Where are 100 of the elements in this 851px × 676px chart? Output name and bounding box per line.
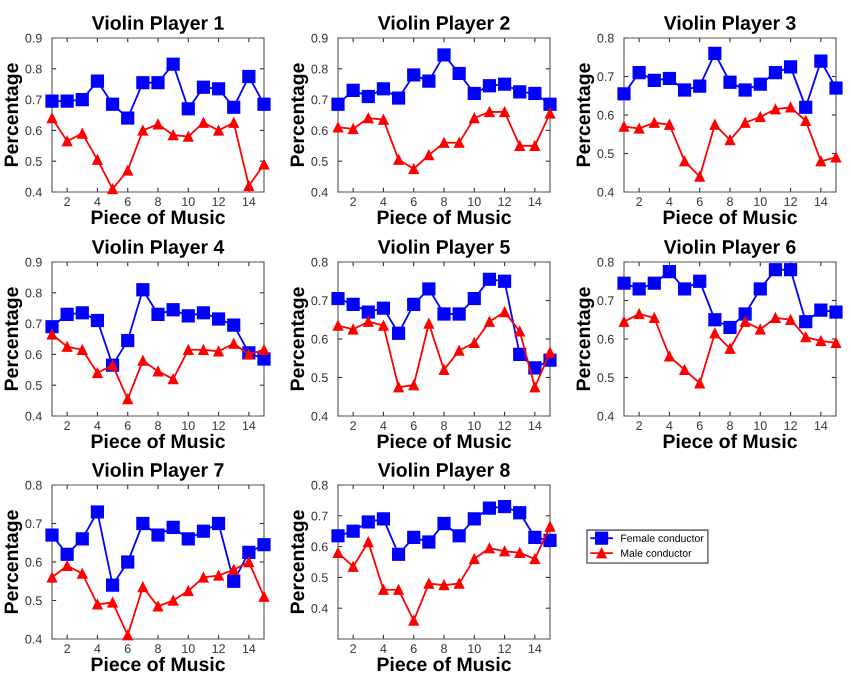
point	[484, 316, 495, 327]
point	[138, 582, 148, 592]
point	[694, 378, 705, 388]
y-tick-label: 0.4	[311, 604, 328, 613]
point	[136, 283, 150, 296]
point	[424, 150, 434, 160]
point	[258, 344, 270, 355]
point	[814, 54, 828, 68]
point	[166, 303, 180, 316]
x-tick-label: 12	[212, 644, 225, 653]
point	[183, 131, 194, 142]
x-axis-title: Piece of Music	[378, 210, 511, 224]
x-tick-label: 8	[727, 421, 733, 430]
point	[618, 121, 630, 132]
legend-label: Male conductor	[621, 549, 692, 557]
point	[151, 76, 165, 90]
x-tick-label: 12	[498, 421, 511, 430]
x-tick-label: 8	[155, 197, 161, 206]
point	[376, 82, 390, 96]
x-tick-label: 10	[468, 421, 481, 430]
x-tick-label: 4	[94, 197, 101, 206]
point	[46, 112, 58, 124]
point	[768, 66, 782, 80]
point	[331, 529, 345, 542]
point	[648, 74, 661, 87]
point	[363, 316, 374, 327]
point	[378, 320, 389, 331]
x-tick-label: 2	[350, 644, 356, 653]
point	[723, 76, 737, 89]
point	[166, 58, 180, 71]
point	[244, 180, 254, 192]
point	[393, 382, 404, 392]
point	[122, 630, 133, 640]
point	[544, 108, 556, 119]
point	[92, 599, 103, 610]
point	[799, 100, 812, 114]
x-tick-label: 2	[64, 421, 70, 430]
x-tick-label: 14	[814, 421, 828, 430]
x-axis-title: Piece of Music	[92, 656, 225, 672]
point	[378, 584, 389, 595]
point	[182, 102, 195, 116]
point	[454, 345, 464, 356]
point	[212, 312, 226, 326]
y-tick-label: 0.6	[25, 126, 42, 136]
y-tick-label: 0.6	[311, 334, 328, 344]
point	[168, 130, 178, 140]
y-tick-label: 0.4	[25, 634, 42, 644]
y-tick-label: 0.7	[597, 72, 614, 82]
y-tick-label: 0.5	[597, 373, 614, 382]
point	[90, 74, 104, 88]
point	[632, 282, 646, 296]
x-tick-label: 2	[350, 197, 356, 206]
point	[228, 564, 239, 575]
point	[168, 374, 178, 384]
point	[693, 274, 706, 288]
y-axis-title: Percentage	[290, 510, 308, 614]
point	[784, 60, 798, 74]
point	[514, 140, 525, 152]
point	[407, 530, 420, 544]
y-tick-label: 0.8	[25, 480, 42, 490]
x-tick-label: 14	[814, 197, 828, 206]
y-tick-label: 0.8	[311, 258, 328, 267]
point	[785, 102, 796, 113]
point	[830, 338, 842, 348]
x-axis-title: Piece of Music	[378, 434, 511, 448]
y-tick-label: 0.6	[311, 126, 328, 136]
point	[45, 94, 59, 108]
point	[348, 324, 358, 335]
x-tick-label: 14	[528, 644, 542, 653]
point	[754, 282, 767, 296]
point	[46, 572, 58, 583]
x-tick-label: 8	[441, 421, 447, 430]
point	[617, 276, 631, 290]
point	[454, 138, 464, 148]
x-axis-title: Piece of Music	[378, 656, 511, 672]
point	[649, 117, 660, 128]
point	[469, 554, 480, 564]
point	[136, 76, 150, 90]
point	[482, 79, 496, 92]
y-tick-label: 0.6	[597, 110, 614, 120]
point	[45, 320, 59, 334]
y-axis-title: Percentage	[4, 287, 22, 390]
y-tick-label: 0.8	[311, 480, 328, 490]
point	[198, 572, 209, 583]
y-tick-label: 0.4	[311, 412, 328, 421]
point	[484, 542, 495, 554]
point	[530, 554, 540, 564]
point	[437, 307, 451, 321]
point	[800, 332, 811, 342]
point	[182, 532, 195, 546]
x-tick-label: 6	[696, 421, 703, 430]
point	[212, 82, 226, 96]
point	[242, 546, 256, 559]
point	[740, 316, 750, 327]
point	[331, 98, 345, 111]
x-tick-label: 6	[124, 197, 131, 206]
chart-title: Violin Player 3	[664, 16, 796, 34]
point	[121, 334, 134, 348]
y-tick-label: 0.5	[597, 149, 614, 158]
point	[724, 343, 736, 354]
